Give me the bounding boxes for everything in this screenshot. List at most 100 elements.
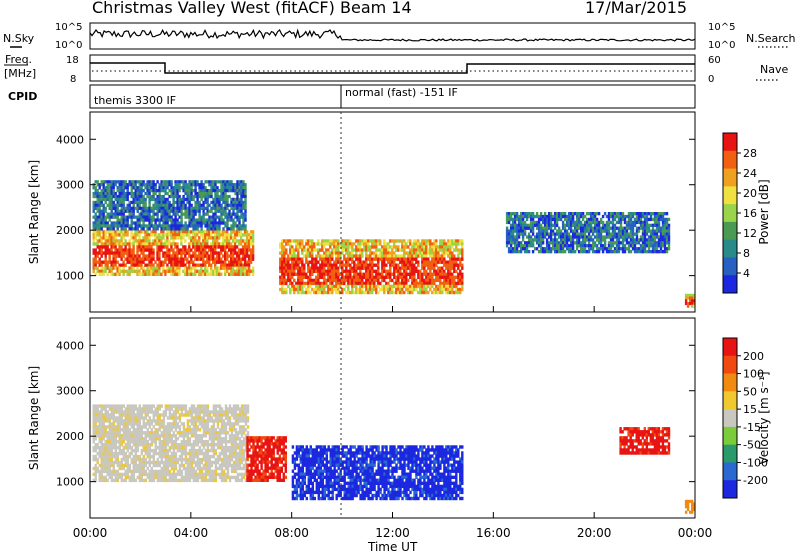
heatmap-cell: [631, 223, 635, 227]
heatmap-cell: [445, 245, 448, 249]
heatmap-cell: [198, 215, 201, 219]
heatmap-cell: [148, 180, 151, 184]
heatmap-cell: [633, 220, 637, 225]
heatmap-cell: [347, 272, 350, 276]
heatmap-cell: [172, 189, 175, 193]
heatmap-cell: [218, 206, 221, 210]
heatmap-cell: [601, 223, 605, 227]
heatmap-cell: [345, 284, 348, 289]
heatmap-cell: [102, 454, 105, 459]
heatmap-cell: [156, 212, 159, 216]
heatmap-cell: [549, 214, 553, 219]
heatmap-cell: [447, 248, 450, 252]
heatmap-cell: [409, 269, 412, 273]
heatmap-cell: [401, 257, 404, 261]
heatmap-cell: [431, 254, 434, 258]
heatmap-cell: [116, 404, 119, 408]
heatmap-cell: [297, 290, 300, 295]
heatmap-cell: [351, 245, 354, 249]
heatmap-cell: [507, 217, 511, 222]
heatmap-cell: [684, 293, 688, 297]
heatmap-cell: [307, 239, 310, 243]
heatmap-cell: [459, 242, 462, 246]
heatmap-cell: [176, 227, 179, 231]
heatmap-cell: [425, 272, 428, 276]
heatmap-cell: [629, 229, 633, 233]
heatmap-cell: [116, 260, 119, 264]
heatmap-cell: [92, 215, 95, 219]
heatmap-cell: [231, 230, 235, 234]
heatmap-cell: [599, 238, 603, 242]
heatmap-cell: [218, 221, 221, 225]
heatmap-cell: [585, 238, 589, 242]
heatmap-cell: [513, 238, 517, 242]
heatmap-cell: [158, 233, 161, 237]
heatmap-cell: [517, 235, 521, 239]
heatmap-cell: [613, 232, 617, 236]
heatmap-cell: [122, 419, 125, 423]
heatmap-cell: [112, 194, 115, 199]
heatmap-cell: [319, 272, 322, 276]
heatmap-cell: [423, 269, 426, 273]
heatmap-cell: [136, 446, 139, 450]
heatmap-cell: [443, 239, 446, 243]
heatmap-cell: [152, 203, 155, 207]
heatmap-cell: [184, 224, 187, 228]
heatmap-cell: [545, 247, 549, 251]
heatmap-cell: [325, 263, 328, 267]
heatmap-cell: [279, 275, 282, 279]
heatmap-cell: [128, 419, 131, 423]
heatmap-cell: [517, 217, 521, 222]
heatmap-cell: [102, 475, 105, 480]
heatmap-cell: [299, 290, 302, 295]
heatmap-cell: [631, 226, 635, 230]
heatmap-cell: [172, 272, 175, 276]
heatmap-cell: [663, 235, 667, 239]
heatmap-cell: [393, 251, 396, 255]
heatmap-cell: [333, 284, 336, 289]
heatmap-cell: [655, 247, 659, 251]
heatmap-cell: [214, 209, 217, 213]
heatmap-cell: [539, 238, 543, 242]
heatmap-cell: [186, 212, 189, 216]
heatmap-cell: [230, 245, 233, 249]
heatmap-cell: [108, 460, 111, 465]
heatmap-cell: [204, 212, 207, 216]
heatmap-cell: [110, 404, 113, 408]
heatmap-cell: [291, 239, 294, 243]
heatmap-cell: [427, 248, 430, 252]
heatmap-cell: [337, 275, 340, 279]
heatmap-cell: [124, 472, 127, 477]
heatmap-cell: [148, 183, 151, 187]
heatmap-cell: [180, 239, 183, 243]
heatmap-cell: [595, 212, 599, 216]
heatmap-cell: [120, 257, 123, 261]
heatmap-cell: [192, 212, 195, 216]
heatmap-cell: [337, 260, 340, 264]
heatmap-cell: [629, 226, 633, 230]
heatmap-cell: [647, 212, 651, 216]
heatmap-cell: [228, 236, 231, 240]
heatmap-cell: [281, 248, 284, 252]
heatmap-cell: [337, 278, 340, 283]
heatmap-cell: [397, 281, 400, 286]
heatmap-cell: [565, 235, 569, 239]
heatmap-cell: [180, 200, 183, 205]
heatmap-cell: [447, 239, 450, 243]
heatmap-cell: [124, 451, 127, 456]
heatmap-cell: [349, 281, 352, 286]
heatmap-cell: [333, 260, 336, 264]
date-label: 17/Mar/2015: [585, 0, 687, 17]
heatmap-cell: [148, 263, 151, 267]
heatmap-cell: [150, 189, 153, 193]
heatmap-cell: [429, 248, 432, 252]
heatmap-cell: [377, 260, 380, 264]
heatmap-cell: [287, 239, 290, 243]
heatmap-cell: [130, 221, 133, 225]
heatmap-cell: [202, 239, 205, 243]
heatmap-cell: [186, 189, 189, 193]
heatmap-cell: [176, 191, 179, 196]
heatmap-cell: [427, 242, 430, 246]
heatmap-cell: [447, 278, 450, 283]
velocity-heatmap: [92, 404, 695, 514]
